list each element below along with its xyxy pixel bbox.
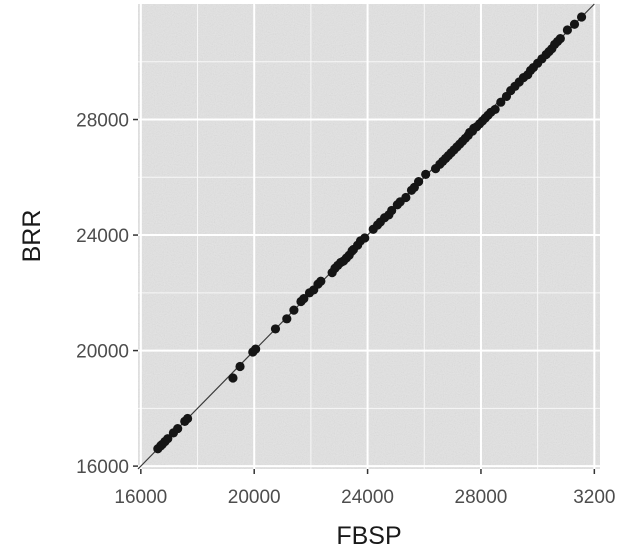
x-tick-label: 3200 <box>573 487 615 508</box>
x-tick-label: 28000 <box>455 487 508 508</box>
x-axis: 16000 20000 24000 28000 3200 <box>114 469 615 508</box>
x-axis-title: FBSP <box>336 522 401 550</box>
data-point <box>235 361 245 372</box>
data-point <box>562 25 573 35</box>
data-point <box>569 19 580 29</box>
data-point <box>421 169 431 180</box>
data-point <box>183 413 193 424</box>
data-point <box>251 344 261 354</box>
data-point <box>228 373 238 383</box>
data-point <box>163 434 173 444</box>
data-point <box>173 423 183 434</box>
data-point <box>282 314 292 324</box>
data-point <box>576 12 587 22</box>
data-point <box>270 324 281 334</box>
y-axis-title: BRR <box>18 210 46 263</box>
y-tick-label: 16000 <box>76 457 129 478</box>
data-points <box>153 12 587 454</box>
data-point <box>490 104 500 115</box>
data-point <box>360 233 370 243</box>
data-point <box>289 305 299 315</box>
data-point <box>316 276 326 286</box>
y-tick-label: 28000 <box>76 111 129 132</box>
y-tick-label: 24000 <box>76 226 129 247</box>
data-point <box>401 192 411 203</box>
x-tick-label: 20000 <box>228 487 281 508</box>
y-tick-label: 20000 <box>76 342 129 363</box>
data-point <box>414 177 424 187</box>
x-tick-label: 24000 <box>341 487 394 508</box>
data-point <box>555 34 565 44</box>
data-point <box>299 293 309 304</box>
y-axis: 16000 20000 24000 28000 <box>76 111 138 478</box>
data-point <box>496 97 506 107</box>
data-point <box>387 205 397 216</box>
x-tick-label: 16000 <box>114 487 167 508</box>
